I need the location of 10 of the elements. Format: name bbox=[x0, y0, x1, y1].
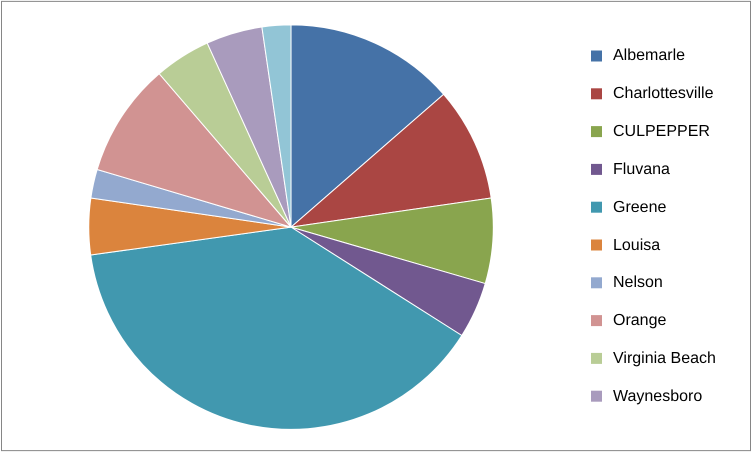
legend-label: Orange bbox=[613, 312, 666, 329]
legend-label: Greene bbox=[613, 199, 666, 216]
legend-label: Virginia Beach bbox=[613, 350, 716, 367]
legend-label: Louisa bbox=[613, 237, 660, 254]
legend-label: Charlottesville bbox=[613, 85, 714, 102]
legend-label: Fluvana bbox=[613, 161, 670, 178]
legend-label: Nelson bbox=[613, 274, 663, 291]
legend-label: Albemarle bbox=[613, 47, 686, 64]
legend-label: Waynesboro bbox=[613, 388, 702, 405]
legend-label: CULPEPPER bbox=[613, 123, 710, 140]
